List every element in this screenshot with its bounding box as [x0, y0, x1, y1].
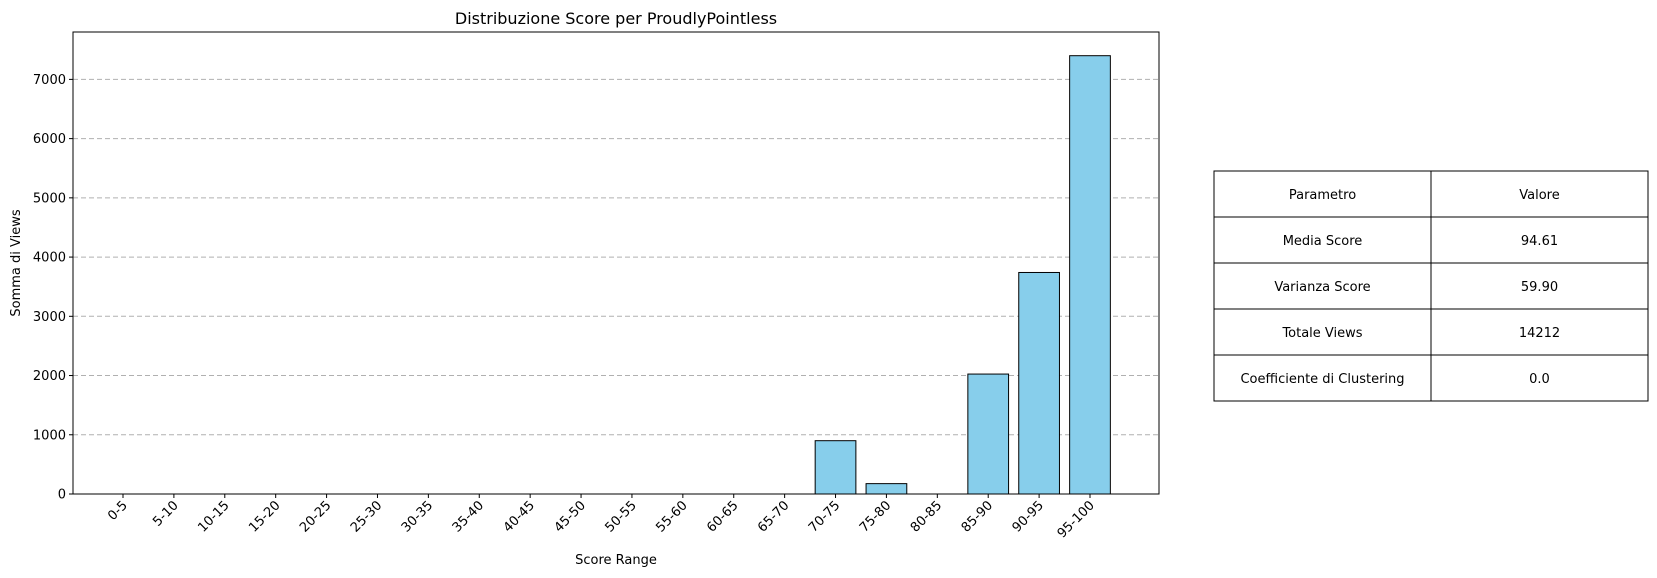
table-header-text: Valore	[1519, 188, 1559, 203]
table-cell-text: 14212	[1519, 326, 1560, 341]
x-tick-label: 75-80	[857, 498, 894, 535]
x-tick-label: 25-30	[348, 498, 385, 535]
chart-title: Distribuzione Score per ProudlyPointless	[455, 9, 777, 28]
table-cell	[1430, 262, 1649, 310]
y-tick-label: 6000	[33, 132, 66, 147]
table-cell-text: 0.0	[1529, 372, 1550, 387]
table-cell	[1430, 354, 1649, 402]
table-cell	[1430, 216, 1649, 264]
x-tick-label: 30-35	[399, 498, 436, 535]
table-header-text: Parametro	[1289, 188, 1356, 203]
table-cell-text: Totale Views	[1281, 326, 1362, 341]
y-tick-label: 4000	[33, 251, 66, 266]
x-axis: 0-5 5-10 10-15 15-20 20-25 25-30 30-35 35-40 40-…	[105, 494, 1098, 541]
bars	[814, 55, 1111, 495]
table-cell-text: 59.90	[1521, 280, 1558, 295]
x-tick-label: 70-75	[806, 498, 843, 535]
stats-table: Parametro Valore Media Score 94.61 Varianza …	[1213, 170, 1649, 402]
x-tick-label: 0-5	[105, 498, 131, 524]
table-header-cell	[1213, 170, 1432, 218]
table-cell-text: Media Score	[1283, 234, 1363, 249]
bar	[814, 440, 857, 495]
x-axis-label: Score Range	[575, 553, 657, 568]
y-axis: 0 1000 2000 3000 4000 5000 6000 7000	[33, 73, 73, 503]
x-tick-label: 10-15	[195, 498, 232, 535]
y-tick-label: 7000	[33, 73, 66, 88]
x-tick-label: 80-85	[908, 498, 945, 535]
x-tick-label: 40-45	[501, 498, 538, 535]
x-tick-label: 90-95	[1010, 498, 1047, 535]
x-tick-label: 95-100	[1055, 498, 1098, 541]
x-tick-label: 45-50	[552, 498, 589, 535]
x-tick-label: 35-40	[450, 498, 487, 535]
table-cell	[1430, 308, 1649, 356]
bar	[1069, 55, 1111, 495]
table-cell	[1213, 354, 1432, 402]
x-tick-label: 55-60	[653, 498, 690, 535]
table-cell-text: 94.61	[1521, 234, 1558, 249]
y-tick-label: 0	[58, 488, 66, 503]
bar	[967, 373, 1010, 495]
x-tick-label: 60-65	[704, 498, 741, 535]
x-tick-label: 15-20	[246, 498, 283, 535]
y-axis-label: Somma di Views	[9, 209, 24, 316]
table-cell-text: Coefficiente di Clustering	[1240, 372, 1404, 387]
y-tick-label: 3000	[33, 310, 66, 325]
x-tick-label: 50-55	[602, 498, 639, 535]
table-cell	[1213, 262, 1432, 310]
table-cell-text: Varianza Score	[1274, 280, 1370, 295]
x-tick-label: 5-10	[150, 498, 181, 529]
x-tick-label: 65-70	[755, 498, 792, 535]
bar	[865, 483, 908, 495]
plot-frame	[72, 31, 1160, 495]
y-tick-label: 5000	[33, 191, 66, 206]
x-tick-label: 85-90	[959, 498, 996, 535]
y-tick-label: 2000	[33, 369, 66, 384]
table-header-cell	[1430, 170, 1649, 218]
x-tick-label: 20-25	[297, 498, 334, 535]
y-tick-label: 1000	[33, 428, 66, 443]
bar	[1018, 271, 1060, 495]
